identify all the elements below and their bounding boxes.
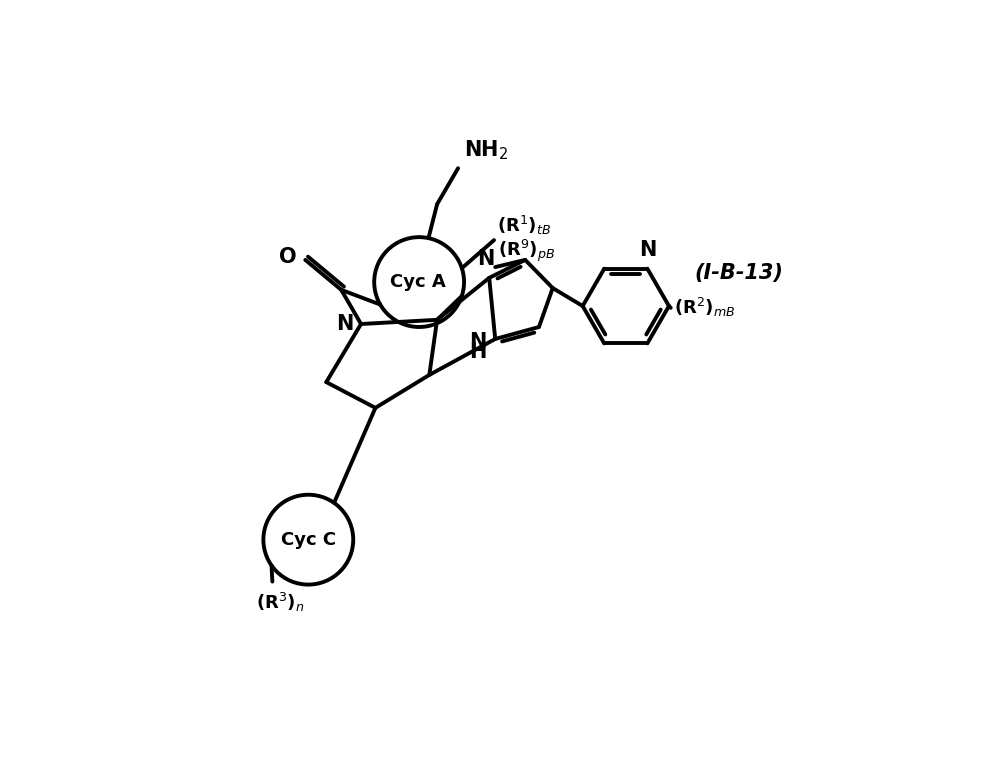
Text: (R$^1$)$_{tB}$: (R$^1$)$_{tB}$: [498, 214, 551, 237]
Text: (I-B-13): (I-B-13): [694, 263, 783, 283]
Text: N: N: [638, 240, 656, 261]
Text: (R$^3$)$_n$: (R$^3$)$_n$: [256, 591, 304, 614]
Text: Cyc A: Cyc A: [390, 273, 446, 291]
Text: Cyc C: Cyc C: [281, 531, 336, 548]
Text: NH$_2$: NH$_2$: [465, 138, 508, 163]
Text: O: O: [279, 247, 297, 267]
Text: N: N: [337, 314, 354, 334]
Text: H: H: [469, 342, 487, 362]
Text: (R$^2$)$_{mB}$: (R$^2$)$_{mB}$: [673, 296, 735, 320]
Text: N: N: [469, 332, 487, 352]
Text: (R$^9$)$_{pB}$: (R$^9$)$_{pB}$: [499, 238, 555, 264]
Text: N: N: [478, 249, 495, 269]
